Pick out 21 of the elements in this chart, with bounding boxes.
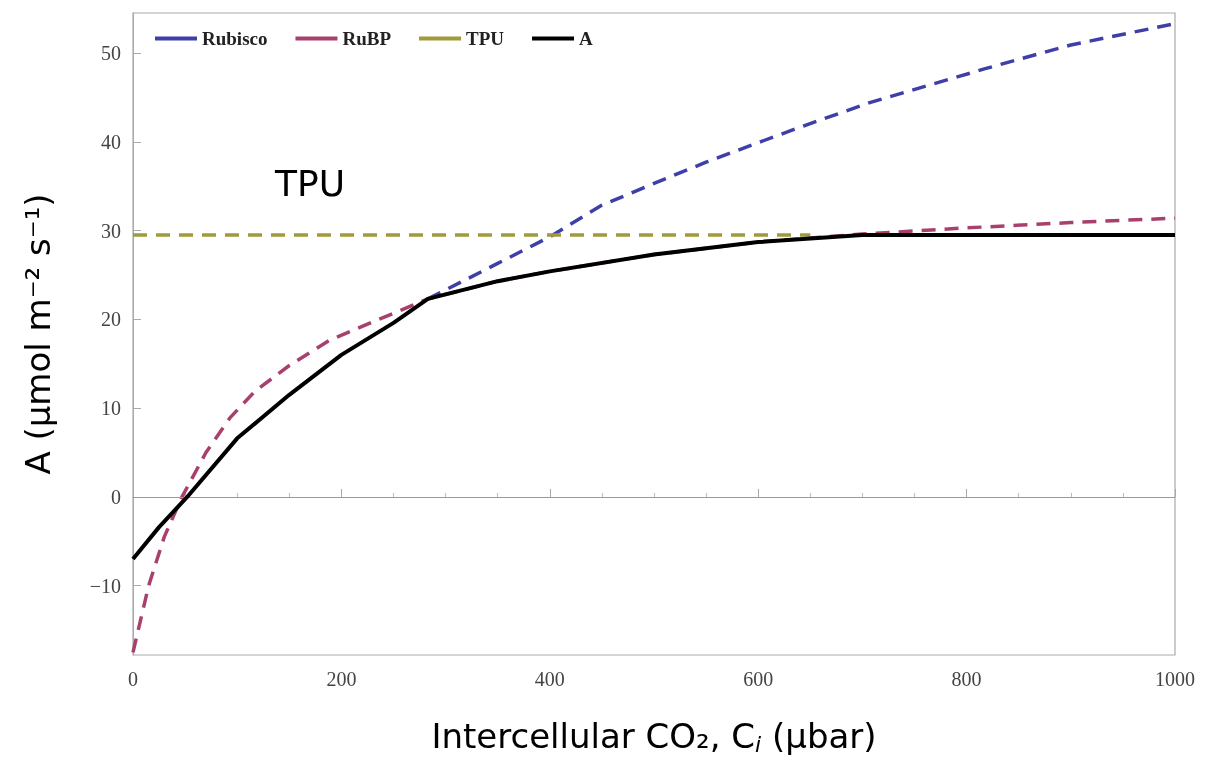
y-tick-label: 10 xyxy=(101,397,121,420)
x-tick-label: 600 xyxy=(743,668,774,690)
y-tick-label: 30 xyxy=(101,219,121,242)
y-tick-label: 50 xyxy=(101,41,121,64)
y-tick-label: 0 xyxy=(111,485,121,508)
y-tick-label: −10 xyxy=(89,574,121,597)
legend-label: A xyxy=(579,28,594,49)
x-tick-label: 1000 xyxy=(1155,668,1195,690)
line-series xyxy=(131,232,1177,562)
x-tick-label: 200 xyxy=(326,668,357,690)
y-axis-title: A (μmol m⁻² s⁻¹) xyxy=(18,193,58,475)
y-tick-label: 40 xyxy=(101,130,121,153)
y-tick-label: 20 xyxy=(101,308,121,331)
legend-label: Rubisco xyxy=(202,28,268,49)
x-tick-label: 400 xyxy=(534,668,565,690)
x-tick-label: 800 xyxy=(951,668,982,690)
x-tick-label: 0 xyxy=(128,668,138,690)
x-axis-title: Intercellular CO₂, Ci (μbar) xyxy=(431,716,877,757)
legend-label: RuBP xyxy=(342,28,392,49)
annotation: TPU xyxy=(274,162,346,204)
legend-label: TPU xyxy=(466,28,505,49)
